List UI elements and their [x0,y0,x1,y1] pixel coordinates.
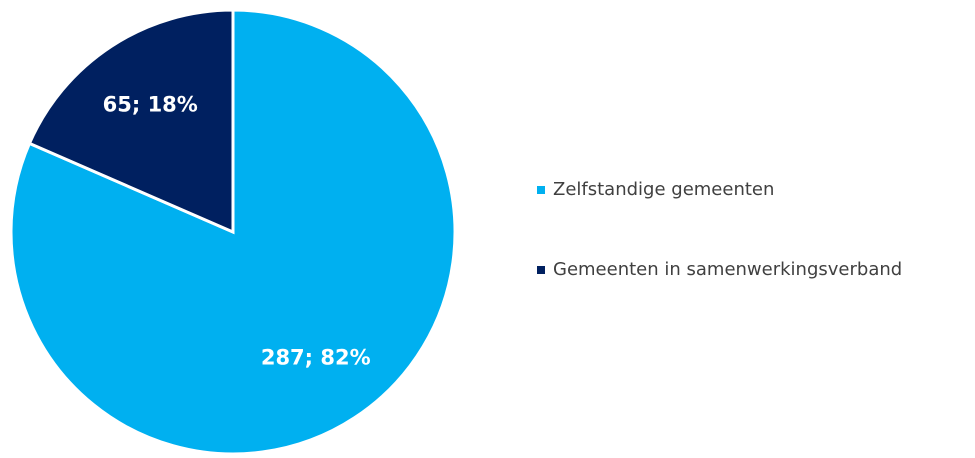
legend-swatch [537,186,545,194]
data-label: 65; 18% [103,93,198,117]
pie-slice [27,8,235,235]
legend-swatch [537,266,545,274]
legend-label: Zelfstandige gemeenten [553,179,774,200]
legend-label: Gemeenten in samenwerkingsverband [553,259,902,280]
data-label: 287; 82% [261,345,371,369]
